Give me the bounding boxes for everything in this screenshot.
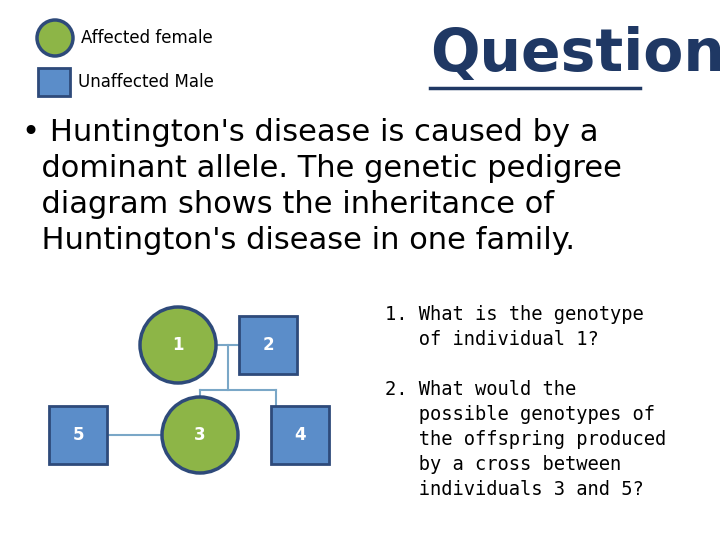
Text: 1: 1 <box>172 336 184 354</box>
Circle shape <box>162 397 238 473</box>
Text: Question: Question <box>430 26 720 84</box>
Text: 2. What would the
   possible genotypes of
   the offspring produced
   by a cro: 2. What would the possible genotypes of … <box>385 380 666 499</box>
FancyBboxPatch shape <box>38 68 70 96</box>
Text: 2: 2 <box>262 336 274 354</box>
Circle shape <box>37 20 73 56</box>
Text: 1. What is the genotype
   of individual 1?: 1. What is the genotype of individual 1? <box>385 305 644 349</box>
Text: • Huntington's disease is caused by a
  dominant allele. The genetic pedigree
  : • Huntington's disease is caused by a do… <box>22 118 622 255</box>
Text: 3: 3 <box>194 426 206 444</box>
FancyBboxPatch shape <box>271 406 329 464</box>
Circle shape <box>140 307 216 383</box>
Text: Unaffected Male: Unaffected Male <box>78 73 214 91</box>
Text: 5: 5 <box>72 426 84 444</box>
FancyBboxPatch shape <box>49 406 107 464</box>
Text: 4: 4 <box>294 426 306 444</box>
FancyBboxPatch shape <box>239 316 297 374</box>
Text: Affected female: Affected female <box>81 29 212 47</box>
